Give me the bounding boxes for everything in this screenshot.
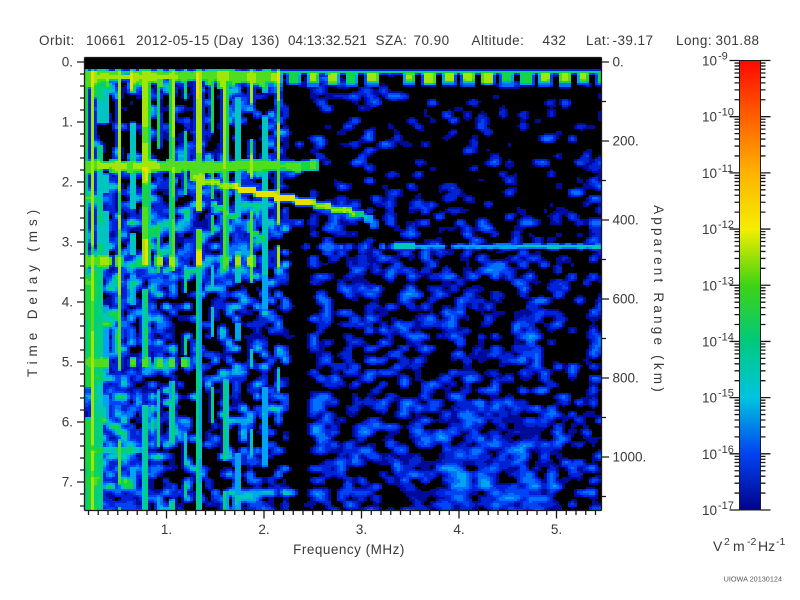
svg-text:400.: 400.: [613, 213, 639, 228]
svg-text:(Day: (Day: [214, 33, 244, 48]
svg-text:-14: -14: [718, 331, 734, 343]
svg-text:Apparent Range (km): Apparent Range (km): [651, 205, 666, 395]
svg-text:7.: 7.: [62, 475, 73, 490]
svg-text:10: 10: [702, 110, 717, 125]
svg-text:6.: 6.: [62, 415, 73, 430]
svg-text:1.: 1.: [161, 522, 172, 537]
svg-text:2: 2: [724, 536, 730, 548]
svg-text:Orbit:: Orbit:: [39, 33, 75, 48]
svg-text:Time Delay (ms): Time Delay (ms): [25, 205, 40, 377]
svg-text:-12: -12: [718, 219, 734, 231]
svg-text:0.: 0.: [62, 55, 73, 70]
svg-text:1.: 1.: [62, 115, 73, 130]
svg-text:1000.: 1000.: [613, 450, 647, 465]
svg-text:10: 10: [702, 391, 717, 406]
svg-text:-11: -11: [718, 163, 733, 175]
svg-text:-39.17: -39.17: [613, 33, 654, 48]
svg-text:301.88: 301.88: [716, 33, 760, 48]
svg-text:600.: 600.: [613, 292, 639, 307]
svg-text:Lat:: Lat:: [586, 33, 610, 48]
svg-text:10: 10: [702, 503, 717, 518]
svg-text:Altitude:: Altitude:: [472, 33, 525, 48]
svg-text:5.: 5.: [62, 355, 73, 370]
svg-text:0.: 0.: [613, 55, 624, 70]
svg-text:10: 10: [702, 447, 717, 462]
svg-text:-2: -2: [747, 536, 756, 548]
svg-text:-16: -16: [718, 444, 734, 456]
svg-text:800.: 800.: [613, 371, 639, 386]
svg-text:10: 10: [702, 334, 717, 349]
svg-text:Long:: Long:: [676, 33, 712, 48]
svg-text:2012-05-15: 2012-05-15: [136, 33, 210, 48]
svg-text:10: 10: [702, 54, 717, 69]
svg-text:-1: -1: [776, 536, 785, 548]
svg-text:200.: 200.: [613, 134, 639, 149]
svg-text:m: m: [733, 538, 745, 554]
svg-text:70.90: 70.90: [414, 33, 450, 48]
svg-text:4.: 4.: [453, 522, 464, 537]
svg-text:10661: 10661: [86, 33, 126, 48]
svg-text:-15: -15: [718, 388, 734, 400]
svg-text:-10: -10: [718, 107, 734, 119]
svg-text:UIOWA 20130124: UIOWA 20130124: [724, 575, 782, 584]
svg-text:10: 10: [702, 278, 717, 293]
svg-text:136): 136): [251, 33, 280, 48]
svg-text:04:13:32.521: 04:13:32.521: [288, 33, 367, 48]
svg-text:10: 10: [702, 166, 717, 181]
svg-text:10: 10: [702, 222, 717, 237]
svg-text:-13: -13: [718, 275, 734, 287]
svg-text:-9: -9: [718, 51, 728, 63]
svg-text:Hz: Hz: [758, 538, 775, 554]
svg-text:5.: 5.: [551, 522, 562, 537]
svg-text:V: V: [713, 538, 723, 554]
svg-text:4.: 4.: [62, 295, 73, 310]
svg-text:-17: -17: [718, 500, 734, 512]
svg-text:Frequency (MHz): Frequency (MHz): [293, 542, 405, 557]
svg-text:SZA:: SZA:: [376, 33, 408, 48]
svg-text:432: 432: [543, 33, 567, 48]
svg-text:2.: 2.: [258, 522, 269, 537]
svg-text:3.: 3.: [356, 522, 367, 537]
svg-text:3.: 3.: [62, 235, 73, 250]
svg-text:2.: 2.: [62, 175, 73, 190]
